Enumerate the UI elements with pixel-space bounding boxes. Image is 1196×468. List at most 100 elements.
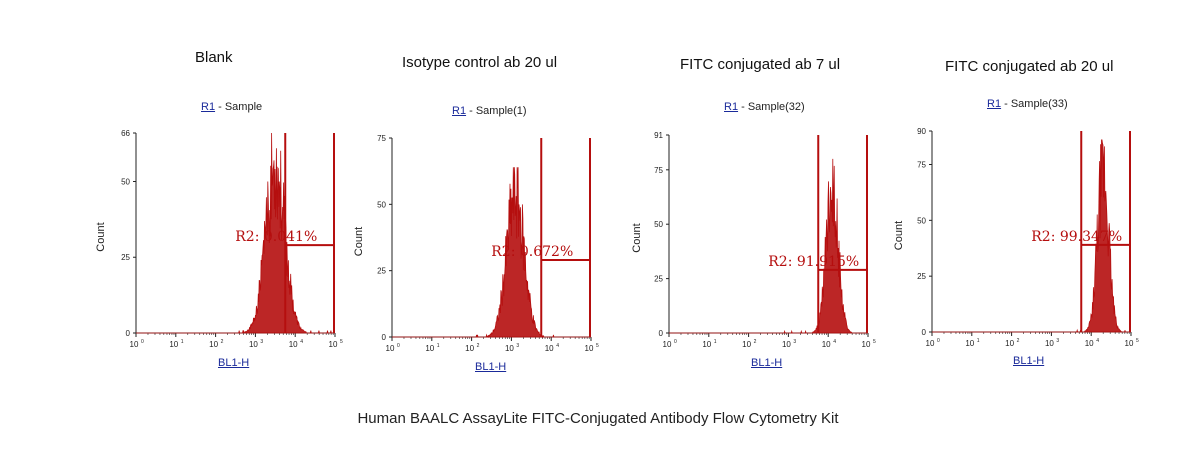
gate-annotation: R2: 91.915% [768,254,859,270]
gate-sample-text: - Sample [218,101,263,113]
gate-label-fitc-7ul: R1 - Sample(32) [724,101,805,113]
y-tick-label: 50 [917,216,926,225]
x-tick-exponent: 5 [1136,338,1139,344]
x-tick-label: 10 [545,344,554,353]
x-axis-name[interactable]: BL1-H [218,357,250,369]
x-tick-label: 10 [386,344,395,353]
y-tick-label: 0 [922,328,927,337]
x-tick-exponent: 3 [516,343,519,349]
y-tick-label: 90 [917,127,926,136]
x-tick-exponent: 1 [714,339,717,345]
gate-r1-link[interactable]: R1 [452,105,467,117]
y-axis-name: Count [631,223,643,252]
gate-sample-text: - Sample(32) [741,101,805,113]
y-tick-label: 75 [377,134,386,143]
x-tick-label: 10 [585,344,594,353]
gate-annotation: R2: 99.347% [1031,229,1122,245]
gate-sample-text: - Sample(33) [1004,98,1068,110]
figure-caption: Human BAALC AssayLite FITC-Conjugated An… [357,410,839,427]
gate-label-fitc-20ul: R1 - Sample(33) [987,98,1068,110]
x-tick-exponent: 1 [181,339,184,345]
y-tick-label: 50 [377,200,386,209]
x-tick-label: 10 [663,340,672,349]
x-tick-exponent: 2 [221,339,224,345]
x-tick-exponent: 5 [596,343,599,349]
gate-r1-link[interactable]: R1 [987,98,1002,110]
x-tick-label: 10 [505,344,514,353]
panel-title-isotype: Isotype control ab 20 ul [402,54,558,71]
y-tick-label: 0 [382,333,387,342]
x-tick-exponent: 4 [300,339,303,345]
y-tick-label: 75 [917,161,926,170]
x-axis-name[interactable]: BL1-H [1013,355,1045,367]
x-tick-label: 10 [965,339,974,348]
x-tick-exponent: 0 [674,339,677,345]
x-tick-exponent: 0 [141,339,144,345]
gate-r1-link[interactable]: R1 [724,101,739,113]
x-tick-label: 10 [209,340,218,349]
x-tick-label: 10 [862,340,871,349]
x-tick-label: 10 [1085,339,1094,348]
x-tick-exponent: 1 [977,338,980,344]
y-tick-label: 75 [654,166,663,175]
x-tick-exponent: 2 [1017,338,1020,344]
y-tick-label: 25 [377,267,386,276]
y-tick-label: 50 [121,177,130,186]
x-tick-label: 10 [465,344,474,353]
x-tick-exponent: 4 [1096,338,1099,344]
y-axis-name: Count [95,222,107,251]
x-tick-label: 10 [425,344,434,353]
x-tick-label: 10 [926,339,935,348]
x-tick-exponent: 5 [873,339,876,345]
gate-sample-text: - Sample(1) [469,105,527,117]
y-axis-name: Count [893,221,905,250]
x-tick-exponent: 2 [754,339,757,345]
x-tick-exponent: 4 [556,343,559,349]
x-tick-label: 10 [822,340,831,349]
gate-r1-link[interactable]: R1 [201,101,216,113]
x-tick-exponent: 3 [793,339,796,345]
x-tick-label: 10 [782,340,791,349]
x-tick-exponent: 5 [340,339,343,345]
y-tick-label: 25 [654,275,663,284]
x-tick-exponent: 3 [1056,338,1059,344]
gate-annotation: R2: 0.041% [235,229,317,245]
gate-label-blank: R1 - Sample [201,101,262,113]
x-tick-label: 10 [130,340,139,349]
x-tick-exponent: 2 [477,343,480,349]
x-axis-name[interactable]: BL1-H [751,357,783,369]
y-tick-label: 50 [654,220,663,229]
x-tick-label: 10 [702,340,711,349]
y-axis-name: Count [353,227,365,256]
histogram-series [392,167,591,339]
histogram-series [932,139,1131,333]
panel-title-blank: Blank [195,49,233,66]
x-tick-label: 10 [249,340,258,349]
x-tick-exponent: 0 [937,338,940,344]
x-tick-label: 10 [169,340,178,349]
histogram-series [669,158,868,334]
x-tick-label: 10 [1125,339,1134,348]
y-tick-label: 25 [917,272,926,281]
y-tick-label: 66 [121,129,130,138]
y-tick-label: 25 [121,253,130,262]
x-tick-label: 10 [329,340,338,349]
gate-label-isotype: R1 - Sample(1) [452,105,527,117]
gate-annotation: R2: 0.672% [491,244,573,260]
panel-title-fitc-20ul: FITC conjugated ab 20 ul [945,58,1114,75]
x-tick-label: 10 [742,340,751,349]
y-tick-label: 0 [659,329,664,338]
y-tick-label: 91 [654,131,663,140]
x-tick-label: 10 [289,340,298,349]
x-axis-name[interactable]: BL1-H [475,361,507,373]
panel-title-fitc-7ul: FITC conjugated ab 7 ul [680,56,841,73]
y-tick-label: 0 [126,329,131,338]
x-tick-exponent: 0 [397,343,400,349]
x-tick-label: 10 [1045,339,1054,348]
x-tick-exponent: 4 [833,339,836,345]
